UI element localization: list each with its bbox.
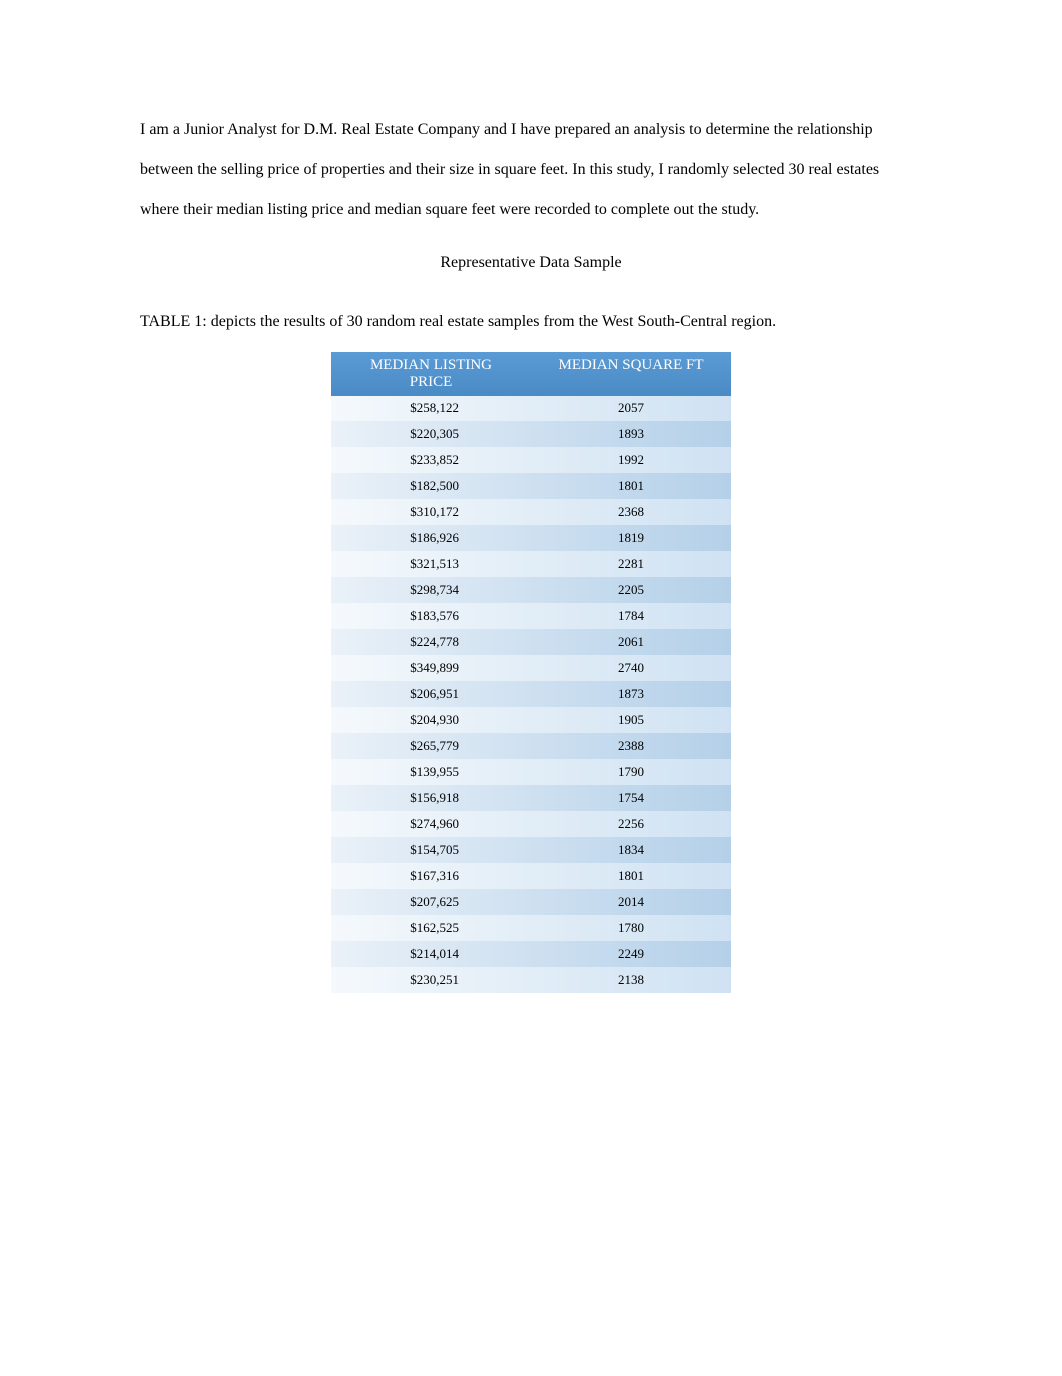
- cell-price: $162,525: [331, 915, 531, 941]
- cell-price: $204,930: [331, 707, 531, 733]
- data-table: MEDIAN LISTING PRICE MEDIAN SQUARE FT $2…: [331, 352, 731, 993]
- cell-sqft: 1819: [531, 525, 731, 551]
- cell-sqft: 1754: [531, 785, 731, 811]
- cell-price: $224,778: [331, 629, 531, 655]
- cell-sqft: 2014: [531, 889, 731, 915]
- col-header-price: MEDIAN LISTING PRICE: [331, 352, 531, 396]
- table-row: $207,6252014: [331, 889, 731, 915]
- table-row: $258,1222057: [331, 396, 731, 421]
- cell-price: $154,705: [331, 837, 531, 863]
- cell-sqft: 2368: [531, 499, 731, 525]
- table-row: $233,8521992: [331, 447, 731, 473]
- cell-sqft: 2061: [531, 629, 731, 655]
- table-row: $206,9511873: [331, 681, 731, 707]
- cell-price: $186,926: [331, 525, 531, 551]
- table-row: $274,9602256: [331, 811, 731, 837]
- cell-price: $167,316: [331, 863, 531, 889]
- table-row: $183,5761784: [331, 603, 731, 629]
- cell-sqft: 1801: [531, 473, 731, 499]
- table-row: $186,9261819: [331, 525, 731, 551]
- table-row: $230,2512138: [331, 967, 731, 993]
- cell-price: $183,576: [331, 603, 531, 629]
- cell-sqft: 2256: [531, 811, 731, 837]
- col-header-sqft: MEDIAN SQUARE FT: [531, 352, 731, 396]
- cell-price: $349,899: [331, 655, 531, 681]
- table-row: $156,9181754: [331, 785, 731, 811]
- cell-sqft: 1790: [531, 759, 731, 785]
- cell-price: $230,251: [331, 967, 531, 993]
- cell-sqft: 1992: [531, 447, 731, 473]
- cell-sqft: 2057: [531, 396, 731, 421]
- cell-price: $233,852: [331, 447, 531, 473]
- cell-price: $274,960: [331, 811, 531, 837]
- table-row: $204,9301905: [331, 707, 731, 733]
- cell-sqft: 1834: [531, 837, 731, 863]
- cell-price: $321,513: [331, 551, 531, 577]
- cell-sqft: 2388: [531, 733, 731, 759]
- table-row: $310,1722368: [331, 499, 731, 525]
- cell-price: $139,955: [331, 759, 531, 785]
- cell-sqft: 1784: [531, 603, 731, 629]
- table-row: $224,7782061: [331, 629, 731, 655]
- cell-price: $207,625: [331, 889, 531, 915]
- table-row: $298,7342205: [331, 577, 731, 603]
- cell-price: $182,500: [331, 473, 531, 499]
- col-header-price-line2: PRICE: [341, 374, 521, 391]
- table-row: $265,7792388: [331, 733, 731, 759]
- cell-sqft: 1893: [531, 421, 731, 447]
- table-row: $214,0142249: [331, 941, 731, 967]
- cell-price: $214,014: [331, 941, 531, 967]
- cell-price: $265,779: [331, 733, 531, 759]
- section-heading: Representative Data Sample: [140, 254, 922, 272]
- intro-paragraph: I am a Junior Analyst for D.M. Real Esta…: [140, 110, 922, 230]
- cell-price: $220,305: [331, 421, 531, 447]
- table-row: $321,5132281: [331, 551, 731, 577]
- cell-sqft: 2205: [531, 577, 731, 603]
- table-caption: TABLE 1: depicts the results of 30 rando…: [140, 302, 922, 342]
- table-container: MEDIAN LISTING PRICE MEDIAN SQUARE FT $2…: [140, 352, 922, 993]
- table-row: $349,8992740: [331, 655, 731, 681]
- cell-sqft: 1873: [531, 681, 731, 707]
- col-header-price-line1: MEDIAN LISTING: [341, 357, 521, 374]
- table-row: $154,7051834: [331, 837, 731, 863]
- table-head: MEDIAN LISTING PRICE MEDIAN SQUARE FT: [331, 352, 731, 396]
- cell-price: $258,122: [331, 396, 531, 421]
- cell-sqft: 1780: [531, 915, 731, 941]
- table-row: $182,5001801: [331, 473, 731, 499]
- cell-price: $206,951: [331, 681, 531, 707]
- cell-price: $156,918: [331, 785, 531, 811]
- table-body: $258,1222057$220,3051893$233,8521992$182…: [331, 396, 731, 993]
- cell-price: $310,172: [331, 499, 531, 525]
- table-row: $167,3161801: [331, 863, 731, 889]
- col-header-sqft-line1: MEDIAN SQUARE FT: [541, 357, 721, 374]
- cell-sqft: 1801: [531, 863, 731, 889]
- cell-sqft: 2281: [531, 551, 731, 577]
- cell-sqft: 1905: [531, 707, 731, 733]
- cell-price: $298,734: [331, 577, 531, 603]
- table-header-row: MEDIAN LISTING PRICE MEDIAN SQUARE FT: [331, 352, 731, 396]
- cell-sqft: 2138: [531, 967, 731, 993]
- cell-sqft: 2740: [531, 655, 731, 681]
- table-row: $220,3051893: [331, 421, 731, 447]
- table-row: $139,9551790: [331, 759, 731, 785]
- table-row: $162,5251780: [331, 915, 731, 941]
- cell-sqft: 2249: [531, 941, 731, 967]
